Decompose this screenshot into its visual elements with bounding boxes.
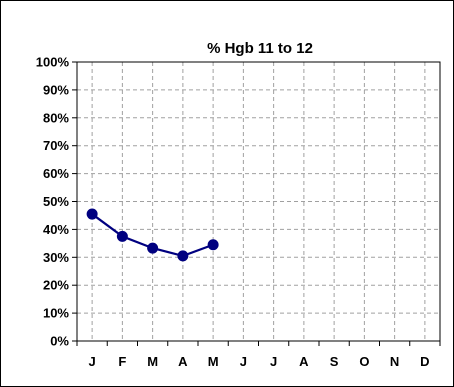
y-tick-label: 100%	[36, 55, 70, 70]
chart-title: % Hgb 11 to 12	[207, 40, 313, 57]
y-tick-label: 0%	[50, 334, 69, 349]
y-tick-label: 30%	[43, 250, 69, 265]
y-tick-label: 70%	[43, 138, 69, 153]
x-tick-label: A	[178, 354, 188, 369]
data-point	[207, 239, 219, 251]
x-tick-label: J	[89, 354, 96, 369]
x-tick-label: M	[208, 354, 219, 369]
y-tick-label: 40%	[43, 222, 69, 237]
x-tick-label: O	[359, 354, 369, 369]
y-tick-label: 60%	[43, 166, 69, 181]
x-tick-label: J	[240, 354, 247, 369]
y-tick-labels: 0% 10% 20% 30% 40% 50% 60% 70% 80% 90% 100%	[36, 55, 70, 349]
plot-area	[76, 61, 441, 342]
y-tick-label: 80%	[43, 110, 69, 125]
y-tick-label: 10%	[43, 306, 69, 321]
data-point	[177, 250, 189, 262]
x-tick-label: J	[270, 354, 277, 369]
grid	[77, 61, 440, 341]
x-tick-label: S	[330, 354, 339, 369]
x-tick-label: D	[420, 354, 429, 369]
x-tick-label: F	[118, 354, 126, 369]
data-point	[116, 230, 128, 242]
data-point	[147, 242, 159, 254]
y-tick-label: 90%	[43, 82, 69, 97]
y-tick-label: 20%	[43, 278, 69, 293]
data-point	[86, 208, 98, 220]
x-tick-label: N	[390, 354, 399, 369]
series	[86, 208, 219, 262]
axes	[72, 61, 441, 346]
x-tick-label: M	[147, 354, 158, 369]
x-tick-label: A	[299, 354, 309, 369]
y-tick-label: 50%	[43, 194, 69, 209]
